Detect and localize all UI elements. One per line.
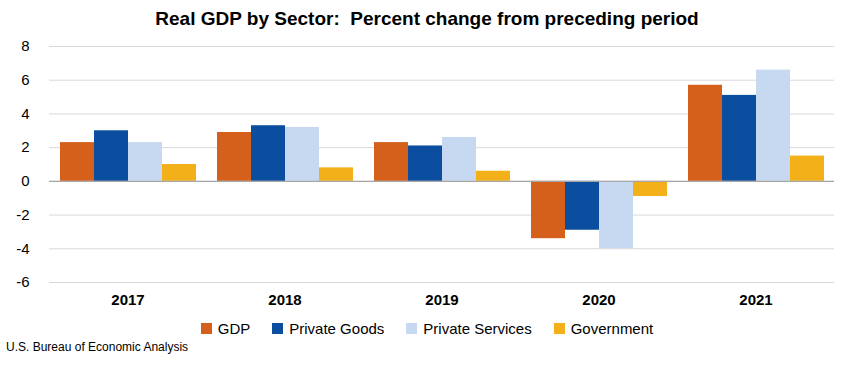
- html-text:Private Services: Private Services: [423, 319, 532, 337]
- svg-text:6: 6: [21, 71, 29, 88]
- svg-text:8: 8: [21, 37, 29, 54]
- html-text:Real GDP by Sector: Percent ch: Real GDP by Sector: Percent change from …: [155, 8, 699, 29]
- html-text:Private Goods: Private Goods: [289, 319, 385, 337]
- svg-text:2018: 2018: [268, 291, 301, 308]
- svg-text:-4: -4: [16, 240, 29, 257]
- html-text:U.S. Bureau of Economic Analys: U.S. Bureau of Economic Analysis: [6, 340, 189, 354]
- svg-text:-2: -2: [16, 206, 29, 223]
- svg-text:4: 4: [21, 105, 29, 122]
- html-text:Government: Government: [570, 319, 654, 337]
- html-text:GDP: GDP: [217, 319, 251, 337]
- svg-text:2017: 2017: [111, 291, 144, 308]
- svg-text:2: 2: [21, 138, 29, 155]
- svg-text:2019: 2019: [425, 291, 458, 308]
- svg-text:2020: 2020: [582, 291, 615, 308]
- svg-text:-6: -6: [16, 273, 29, 290]
- svg-text:2021: 2021: [739, 291, 772, 308]
- svg-text:0: 0: [21, 172, 29, 189]
